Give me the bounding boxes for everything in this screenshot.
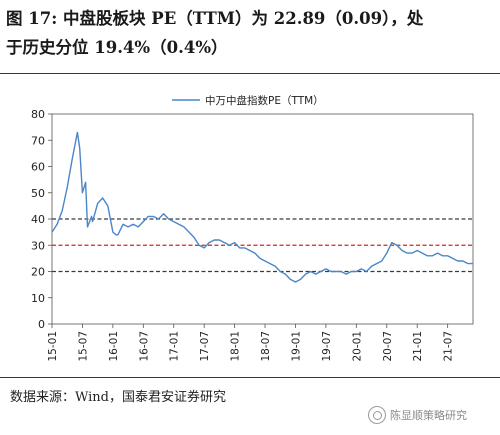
x-tick-label: 16-01 xyxy=(108,331,120,362)
figure-title-line2: 于历史分位 19.4%（0.4%） xyxy=(6,38,228,57)
y-tick-label: 0 xyxy=(38,318,45,331)
source-note: 数据来源：Wind，国泰君安证券研究 xyxy=(10,390,226,405)
y-tick-label: 50 xyxy=(31,187,45,200)
y-tick-label: 20 xyxy=(31,266,45,279)
source-rule xyxy=(0,377,500,378)
x-tick-label: 20-01 xyxy=(351,331,363,362)
series-line-pe xyxy=(51,131,473,283)
title-rule xyxy=(0,73,500,74)
watermark-text: 陈显顺策略研究 xyxy=(390,409,467,422)
x-tick-label: 19-01 xyxy=(290,331,302,362)
x-tick-label: 21-07 xyxy=(443,331,455,362)
figure-title: 图 17: 中盘股板块 PE（TTM）为 22.89（0.09），处 于历史分位… xyxy=(6,4,494,62)
x-tick-label: 16-07 xyxy=(138,331,150,362)
x-tick-label: 15-01 xyxy=(47,331,59,362)
figure-title-line1: 图 17: 中盘股板块 PE（TTM）为 22.89（0.09），处 xyxy=(6,9,424,28)
x-tick-label: 20-07 xyxy=(382,331,394,362)
x-tick-label: 15-07 xyxy=(77,331,89,362)
x-tick-label: 18-07 xyxy=(260,331,272,362)
legend-label: 中万中盘指数PE（TTM） xyxy=(205,94,324,107)
y-tick-label: 80 xyxy=(31,108,45,121)
y-tick-label: 70 xyxy=(31,134,45,147)
y-tick-label: 30 xyxy=(31,239,45,252)
wechat-logo-icon xyxy=(368,406,386,424)
pe-line-chart: 0 10 20 30 40 50 60 70 80 15-01 15-07 16-01 16-07 17-… xyxy=(31,94,474,362)
y-tick-label: 60 xyxy=(31,161,45,174)
x-tick-label: 19-07 xyxy=(321,331,333,362)
watermark: 陈显顺策略研究 xyxy=(368,404,496,426)
x-tick-label: 17-07 xyxy=(199,331,211,362)
x-tick-label: 18-01 xyxy=(230,331,242,362)
y-tick-label: 10 xyxy=(31,292,45,305)
x-tick-label: 21-01 xyxy=(412,331,424,362)
y-tick-label: 40 xyxy=(31,213,45,226)
x-tick-label: 17-01 xyxy=(169,331,181,362)
